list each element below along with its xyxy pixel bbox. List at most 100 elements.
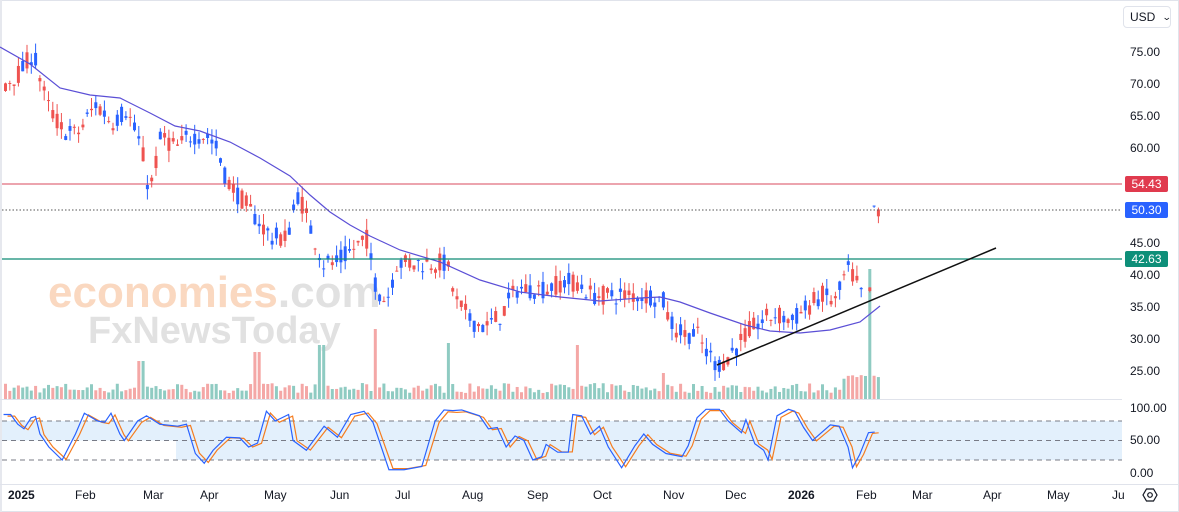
candle-body <box>717 359 721 372</box>
candle-body <box>206 133 210 138</box>
time-axis-label: May <box>264 488 287 502</box>
candle-body <box>214 140 218 149</box>
candle-body <box>356 240 360 243</box>
candle-body <box>399 259 403 268</box>
candle-body <box>799 311 803 314</box>
candle-body <box>287 227 291 235</box>
volume-bar <box>864 375 867 399</box>
candle-body <box>520 286 523 289</box>
volume-bar <box>833 387 837 399</box>
candle-body <box>532 294 536 299</box>
candle-body <box>644 290 648 304</box>
volume-bar <box>240 390 244 399</box>
candle-body <box>64 136 68 140</box>
volume-bar <box>21 387 25 399</box>
chevron-down-icon: ⌄ <box>1162 11 1173 22</box>
support-price-tag: 42.63 <box>1125 251 1168 267</box>
volume-bar <box>640 388 644 399</box>
candle-body <box>760 319 764 324</box>
candle-body <box>150 177 154 182</box>
candle-body <box>77 132 81 135</box>
candle-body <box>167 137 171 151</box>
volume-bar <box>524 386 528 399</box>
volume-bar <box>231 390 235 399</box>
volume-bar <box>537 389 541 399</box>
volume-bar <box>416 385 420 399</box>
volume-bar <box>141 361 145 399</box>
trendline[interactable] <box>716 247 997 366</box>
volume-bar <box>739 391 743 399</box>
candle-body <box>588 285 592 290</box>
pane-separator[interactable] <box>0 399 1122 400</box>
candle-body <box>584 297 588 299</box>
volume-bar <box>382 383 386 399</box>
candle-body <box>102 110 106 117</box>
candle-body <box>378 294 382 302</box>
volume-bar <box>812 392 816 399</box>
volume-bar <box>421 390 425 399</box>
volume-bar <box>434 383 437 399</box>
candle-body <box>631 293 635 302</box>
candle-body <box>270 240 274 245</box>
candle-body <box>876 209 880 217</box>
volume-bar <box>438 386 442 399</box>
volume-bar <box>348 389 351 399</box>
volume-bar <box>378 387 382 399</box>
volume-bar <box>554 385 558 399</box>
volume-bar <box>180 384 184 399</box>
candle-body <box>300 196 304 214</box>
volume-bar <box>790 385 794 399</box>
volume-bar <box>649 390 652 399</box>
candle-body <box>692 329 695 337</box>
candle-body <box>507 292 511 299</box>
volume-bar <box>623 390 627 399</box>
candle-body <box>859 287 863 290</box>
candle-body <box>137 136 141 139</box>
candle-body <box>627 290 631 296</box>
candle-body <box>477 323 480 327</box>
volume-bar <box>709 392 713 399</box>
volume-bar <box>851 375 855 399</box>
oscillator-axis-label: 0.00 <box>1130 466 1154 480</box>
price-axis-label: 35.00 <box>1130 300 1161 314</box>
candle-body <box>739 333 743 340</box>
volume-bar <box>459 391 463 399</box>
volume-bar <box>223 390 227 399</box>
candle-body <box>223 167 227 185</box>
volume-bar <box>317 345 321 399</box>
candle-body <box>348 249 351 251</box>
candle-body <box>601 285 605 305</box>
candle-body <box>94 102 98 109</box>
volume-bar <box>90 384 93 399</box>
candle-body <box>128 116 132 118</box>
volume-bar <box>133 387 136 399</box>
settings-icon[interactable] <box>1142 487 1158 503</box>
candle-body <box>700 342 704 344</box>
candle-body <box>803 300 807 311</box>
candle-body <box>528 285 532 299</box>
time-axis-label: Sep <box>527 488 549 502</box>
volume-bar <box>429 385 433 399</box>
candle-body <box>855 275 859 281</box>
candle-body <box>872 205 876 207</box>
currency-selector[interactable]: USD ⌄ <box>1123 6 1173 28</box>
volume-bar <box>249 384 253 399</box>
candle-body <box>472 320 476 332</box>
candle-body <box>765 308 769 316</box>
candle-body <box>567 272 571 285</box>
volume-bar <box>717 391 721 399</box>
volume-bar <box>403 389 407 399</box>
volume-bar <box>16 385 20 399</box>
volume-bar <box>859 375 863 399</box>
candle-body <box>244 195 248 206</box>
candle-body <box>25 52 29 69</box>
volume-bar <box>528 388 532 399</box>
volume-bar <box>782 387 786 399</box>
volume-bar <box>687 392 691 399</box>
candle-body <box>279 234 283 246</box>
candle-body <box>386 296 390 298</box>
candle-body <box>747 321 751 337</box>
volume-bar <box>369 391 373 399</box>
volume-bar <box>59 387 63 399</box>
